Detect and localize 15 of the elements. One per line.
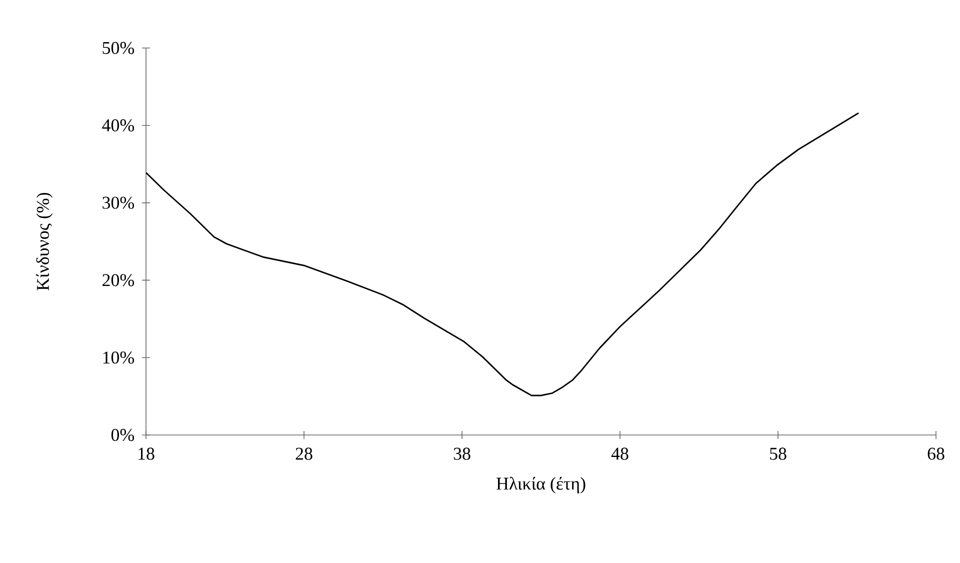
x-tick-label: 48 xyxy=(611,448,628,460)
x-tick-label: 18 xyxy=(138,448,154,460)
line-series xyxy=(146,112,860,396)
x-tick-label: 68 xyxy=(928,448,944,460)
x-tick-label: 38 xyxy=(454,448,470,460)
y-axis-title: Κίνδυνος (%) xyxy=(36,192,53,290)
x-tick-label: 58 xyxy=(770,448,786,460)
x-tick-label: 28 xyxy=(296,448,312,460)
y-tick-label: 20% xyxy=(102,274,134,286)
y-tick-label: 50% xyxy=(102,42,134,54)
y-tick-label: 0% xyxy=(111,428,134,442)
y-tick-label: 30% xyxy=(102,196,134,209)
x-axis-title: Ηλικία (έτη) xyxy=(496,476,586,494)
y-tick-label: 10% xyxy=(103,352,134,364)
y-tick-label: 40% xyxy=(102,119,134,132)
